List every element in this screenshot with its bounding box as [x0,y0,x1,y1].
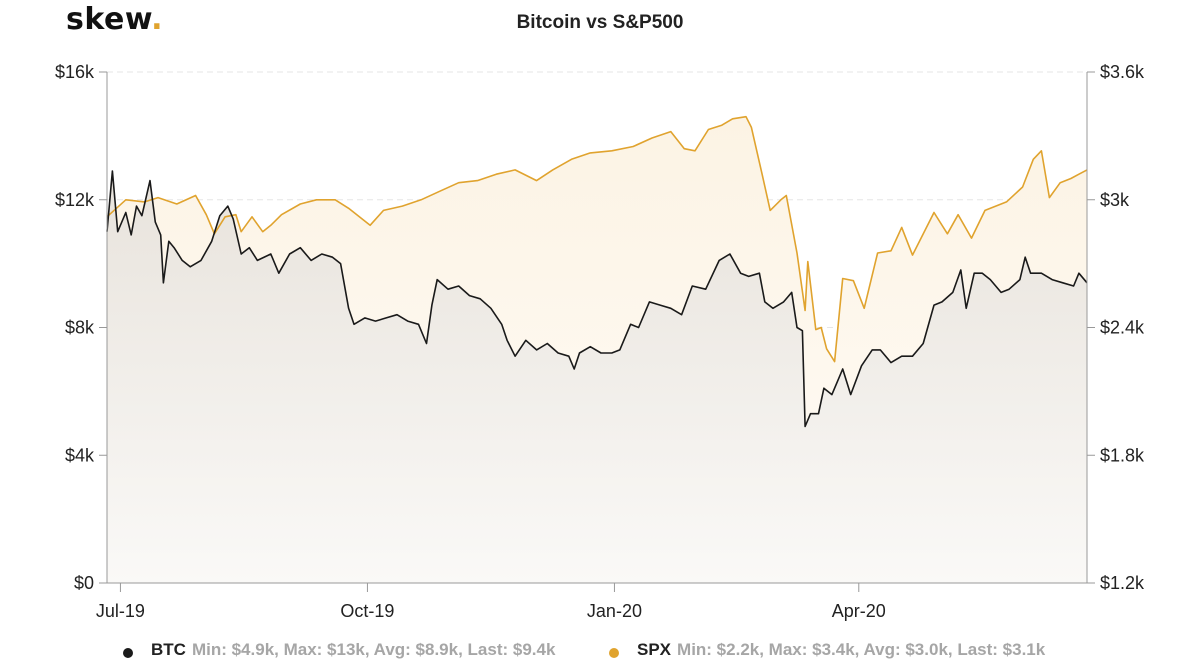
y-right-tick-label: $2.4k [1100,318,1145,338]
y-right-tick-label: $3k [1100,190,1130,210]
x-tick-label: Jan-20 [587,601,642,621]
chart-title: Bitcoin vs S&P500 [516,12,684,33]
y-left-tick-label: $16k [55,62,95,82]
btc-legend-marker [123,648,133,658]
x-tick-label: Oct-19 [340,601,394,621]
btc-line[interactable] [106,170,1088,428]
legend-series-name: SPX [637,640,672,659]
y-right-tick-label: $3.6k [1100,62,1145,82]
legend-series-stats: Min: $4.9k, Max: $13k, Avg: $8.9k, Last:… [191,640,556,659]
btc-area [107,171,1087,583]
legend-item-spx[interactable]: SPX Min: $2.2k, Max: $3.4k, Avg: $3.0k, … [609,640,1045,660]
spx-line[interactable] [106,115,1088,363]
y-left-tick-label: $0 [74,573,94,593]
legend: BTC Min: $4.9k, Max: $13k, Avg: $8.9k, L… [0,640,1200,664]
x-tick-label: Jul-19 [96,601,145,621]
y-left-tick-label: $12k [55,190,95,210]
spx-legend-marker [609,648,619,658]
x-tick-label: Apr-20 [832,601,886,621]
chart-area: $0 $1.2k $4k $1.8k $8k $2.4k $12k $3k $16k $3.6k J… [55,62,1145,621]
logo-text: skew [66,2,152,37]
y-right-tick-label: $1.2k [1100,573,1145,593]
legend-item-btc[interactable]: BTC Min: $4.9k, Max: $13k, Avg: $8.9k, L… [123,640,555,660]
y-left-tick-label: $4k [65,445,95,465]
logo-dot: . [151,2,164,37]
skew-logo: skew. [66,2,163,37]
y-left-tick-label: $8k [65,318,95,338]
legend-series-stats: Min: $2.2k, Max: $3.4k, Avg: $3.0k, Last… [677,640,1046,659]
legend-series-name: BTC [151,640,186,659]
y-right-tick-label: $1.8k [1100,445,1145,465]
